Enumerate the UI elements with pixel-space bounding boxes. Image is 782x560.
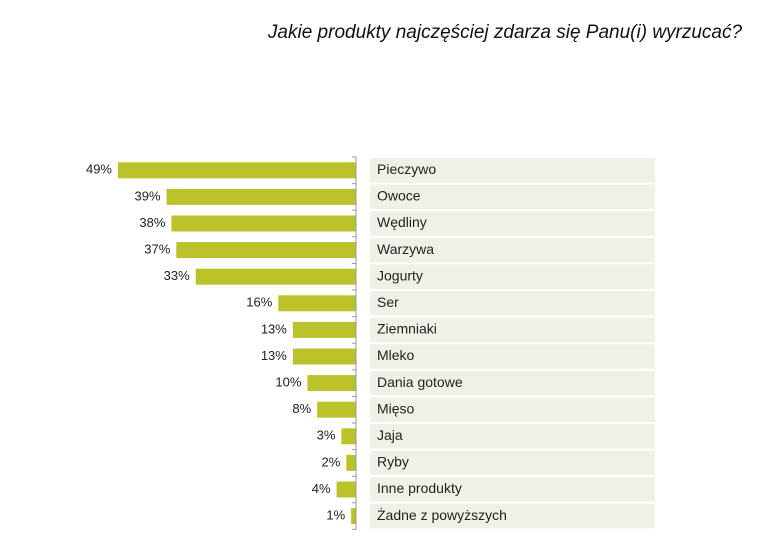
label-background <box>370 158 655 183</box>
category-label: Mięso <box>377 400 415 416</box>
bar <box>292 321 356 338</box>
label-background <box>370 184 655 210</box>
label-background <box>370 344 655 369</box>
label-background <box>370 237 655 263</box>
value-label: 4% <box>312 481 331 496</box>
value-label: 8% <box>292 401 311 416</box>
value-label: 2% <box>321 454 340 469</box>
category-label: Dania gotowe <box>377 374 463 390</box>
label-background <box>370 264 655 289</box>
category-label: Jogurty <box>377 267 423 283</box>
bar <box>336 481 356 498</box>
category-label: Mleko <box>377 347 415 363</box>
label-background <box>370 450 655 476</box>
value-label: 13% <box>261 348 287 363</box>
label-background <box>370 397 655 422</box>
bar <box>351 508 356 525</box>
label-background <box>370 291 655 316</box>
label-background <box>370 477 655 502</box>
category-label: Owoce <box>377 188 421 204</box>
bar <box>317 401 356 418</box>
label-background <box>370 424 655 449</box>
value-label: 39% <box>135 188 161 203</box>
category-label: Warzywa <box>377 241 434 257</box>
category-label: Wędliny <box>377 214 427 230</box>
bar <box>171 215 356 232</box>
value-label: 13% <box>261 321 287 336</box>
value-label: 38% <box>139 215 165 230</box>
label-background <box>370 317 655 343</box>
bar <box>292 348 356 365</box>
value-label: 1% <box>326 508 345 523</box>
value-label: 3% <box>317 428 336 443</box>
category-label: Ziemniaki <box>377 321 437 337</box>
bar <box>176 242 356 259</box>
value-label: 33% <box>164 268 190 283</box>
category-label: Jaja <box>377 427 403 443</box>
bar <box>118 162 356 179</box>
label-background <box>370 503 655 529</box>
category-label: Żadne z powyższych <box>377 506 507 523</box>
category-label: Inne produkty <box>377 480 462 496</box>
chart-title: Jakie produkty najczęściej zdarza się Pa… <box>267 22 743 43</box>
value-label: 49% <box>86 162 112 177</box>
bar <box>166 188 356 205</box>
bar <box>195 268 356 285</box>
value-label: 10% <box>275 375 301 390</box>
category-label: Ryby <box>377 454 409 470</box>
bar <box>278 295 356 312</box>
value-label: 16% <box>246 295 272 310</box>
category-label: Pieczywo <box>377 161 436 177</box>
bar <box>307 375 356 392</box>
label-background <box>370 211 655 236</box>
bar <box>341 428 356 445</box>
category-label: Ser <box>377 294 399 310</box>
bar <box>346 454 356 471</box>
value-label: 37% <box>144 242 170 257</box>
label-background <box>370 370 655 396</box>
